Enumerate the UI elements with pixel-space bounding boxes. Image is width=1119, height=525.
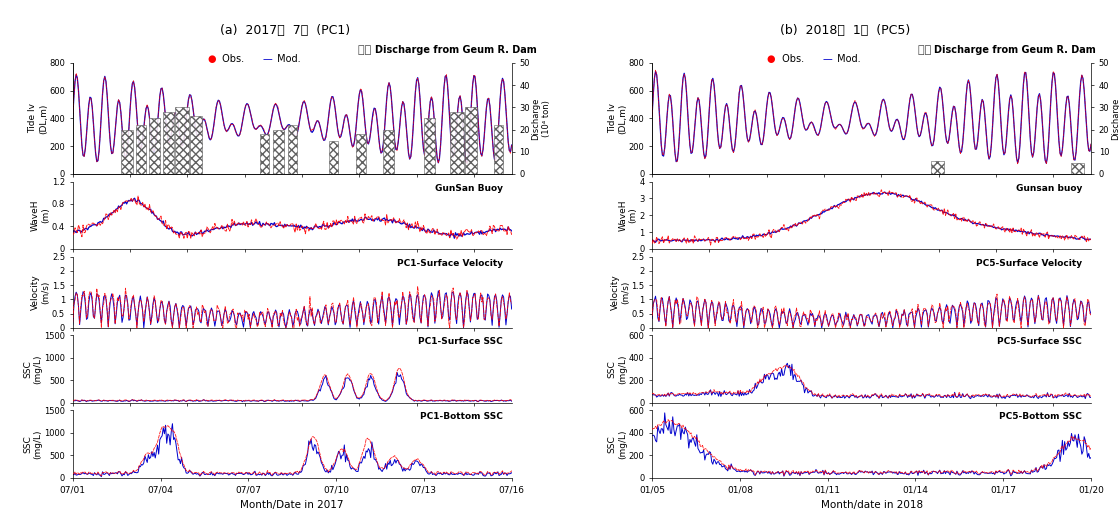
Bar bbox=[162, 112, 175, 174]
Y-axis label: Discharge
(10⁴ ton): Discharge (10⁴ ton) bbox=[1111, 97, 1119, 140]
Text: PC5-Surface SSC: PC5-Surface SSC bbox=[997, 338, 1082, 346]
Text: GunSan Buoy: GunSan Buoy bbox=[435, 184, 502, 193]
Bar bbox=[329, 141, 338, 174]
Text: Obs.: Obs. bbox=[779, 54, 803, 64]
Text: ●: ● bbox=[207, 54, 216, 64]
Bar bbox=[383, 130, 394, 174]
Text: —: — bbox=[822, 54, 833, 64]
Bar bbox=[1071, 163, 1083, 174]
Y-axis label: SSC
(mg/L): SSC (mg/L) bbox=[608, 354, 628, 384]
Bar bbox=[356, 134, 366, 174]
Text: Gunsan buoy: Gunsan buoy bbox=[1016, 184, 1082, 193]
Bar bbox=[288, 125, 297, 174]
Y-axis label: Tide lv
(DL,m): Tide lv (DL,m) bbox=[28, 103, 48, 134]
Text: Mod.: Mod. bbox=[274, 54, 301, 64]
Text: PC5-Bottom SSC: PC5-Bottom SSC bbox=[999, 413, 1082, 422]
Bar bbox=[493, 125, 504, 174]
Text: —: — bbox=[263, 54, 273, 64]
Text: (b)  2018년  1월  (PC5): (b) 2018년 1월 (PC5) bbox=[780, 24, 910, 37]
Bar bbox=[260, 134, 270, 174]
X-axis label: Month/date in 2018: Month/date in 2018 bbox=[820, 500, 923, 510]
Text: PC5-Surface Velocity: PC5-Surface Velocity bbox=[976, 259, 1082, 268]
Text: Discharge from Geum R. Dam: Discharge from Geum R. Dam bbox=[934, 45, 1097, 55]
X-axis label: Month/Date in 2017: Month/Date in 2017 bbox=[241, 500, 344, 510]
Bar bbox=[466, 107, 477, 174]
Y-axis label: Tide lv
(DL,m): Tide lv (DL,m) bbox=[608, 103, 628, 134]
Text: Mod.: Mod. bbox=[834, 54, 861, 64]
Y-axis label: WaveH
(m): WaveH (m) bbox=[619, 200, 638, 231]
Bar bbox=[149, 119, 160, 174]
Text: ●: ● bbox=[767, 54, 775, 64]
Bar bbox=[176, 107, 189, 174]
Y-axis label: SSC
(mg/L): SSC (mg/L) bbox=[23, 429, 43, 459]
Text: ⌷⌷: ⌷⌷ bbox=[918, 45, 934, 55]
Bar bbox=[424, 119, 435, 174]
Text: Discharge from Geum R. Dam: Discharge from Geum R. Dam bbox=[375, 45, 537, 55]
Y-axis label: Velocity
(m/s): Velocity (m/s) bbox=[611, 274, 630, 310]
Bar bbox=[190, 116, 201, 174]
Y-axis label: SSC
(mg/L): SSC (mg/L) bbox=[608, 429, 628, 459]
Text: PC1-Surface SSC: PC1-Surface SSC bbox=[419, 338, 502, 346]
Text: PC1-Bottom SSC: PC1-Bottom SSC bbox=[420, 413, 502, 422]
Y-axis label: Velocity
(m/s): Velocity (m/s) bbox=[31, 274, 50, 310]
Text: Obs.: Obs. bbox=[219, 54, 244, 64]
Text: ⌷⌷: ⌷⌷ bbox=[358, 45, 375, 55]
Text: (a)  2017년  7월  (PC1): (a) 2017년 7월 (PC1) bbox=[220, 24, 350, 37]
Y-axis label: SSC
(mg/L): SSC (mg/L) bbox=[23, 354, 43, 384]
Bar bbox=[122, 130, 133, 174]
Bar bbox=[137, 125, 145, 174]
Bar bbox=[931, 161, 943, 174]
Text: PC1-Surface Velocity: PC1-Surface Velocity bbox=[397, 259, 502, 268]
Bar bbox=[450, 112, 464, 174]
Bar bbox=[273, 130, 284, 174]
Y-axis label: Discharge
(10⁴ ton): Discharge (10⁴ ton) bbox=[532, 97, 551, 140]
Y-axis label: WaveH
(m): WaveH (m) bbox=[31, 200, 50, 231]
